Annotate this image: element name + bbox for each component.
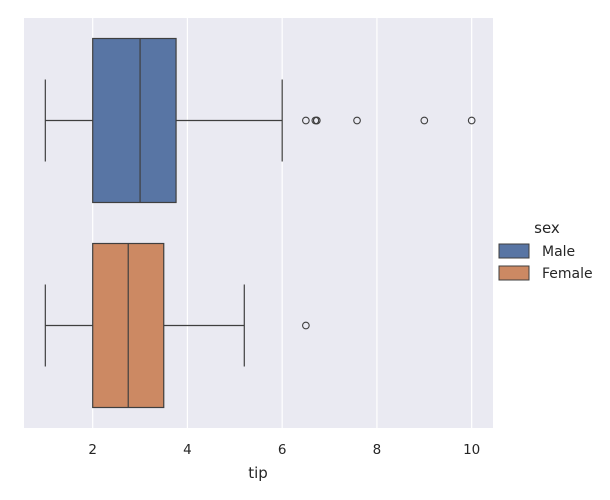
outlier-point <box>467 116 476 125</box>
x-tick-label: 10 <box>463 442 480 458</box>
x-tick-label: 8 <box>373 442 382 458</box>
outlier-point <box>312 116 321 125</box>
outlier-point <box>302 116 310 125</box>
x-tick-labels: 2 4 6 8 10 <box>88 442 480 458</box>
outlier-point <box>302 321 310 330</box>
legend-swatch-female <box>498 265 530 281</box>
x-tick-label: 6 <box>278 442 287 458</box>
outlier-point <box>420 116 429 125</box>
x-tick-label: 4 <box>183 442 192 458</box>
x-tick-label: 2 <box>88 442 97 458</box>
legend-swatch-male <box>498 243 530 259</box>
legend-label-male: Male <box>542 244 575 260</box>
legend: sex Male Female <box>498 219 593 282</box>
x-axis-title: tip <box>248 464 268 482</box>
legend-title: sex <box>534 219 560 237</box>
legend-label-female: Female <box>542 266 593 282</box>
box-group-female <box>44 242 310 409</box>
box-groups <box>44 37 476 409</box>
box-group-male <box>44 37 476 204</box>
outlier-point <box>353 116 361 125</box>
iqr-box <box>92 37 177 204</box>
